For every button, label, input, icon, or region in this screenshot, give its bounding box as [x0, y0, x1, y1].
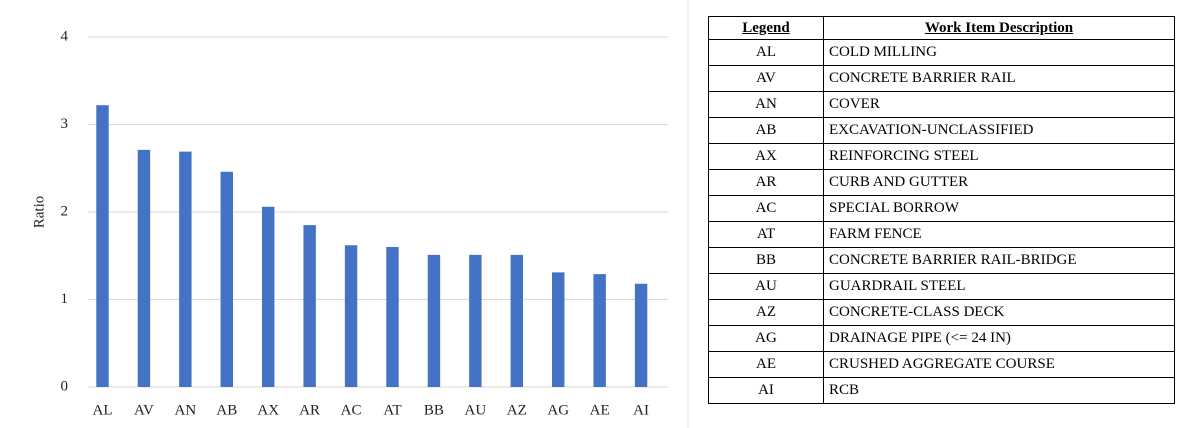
- header-cell: Work Item Description: [823, 16, 1175, 40]
- legend-code: AN: [708, 91, 824, 118]
- legend-code: AX: [708, 143, 824, 170]
- legend-code: AZ: [708, 299, 824, 326]
- y-tick-label: 1: [61, 291, 69, 307]
- table-row: AR CURB AND GUTTER: [708, 169, 1175, 196]
- bar: [552, 272, 565, 387]
- description: CONCRETE BARRIER RAIL-BRIDGE: [823, 247, 1175, 274]
- x-tick-label: AT: [383, 402, 401, 418]
- legend-code: AT: [708, 221, 824, 248]
- description: CURB AND GUTTER: [823, 169, 1175, 196]
- table-row: AG DRAINAGE PIPE (<= 24 IN): [708, 325, 1175, 352]
- legend-code: AL: [708, 39, 824, 66]
- x-tick-label: AX: [257, 402, 279, 418]
- x-tick-label: BB: [424, 402, 444, 418]
- legend-table: Legend Work Item Description AL COLD MILLIN…: [708, 16, 1175, 404]
- x-tick-label: AB: [216, 402, 237, 418]
- header-row: Legend Work Item Description: [708, 16, 1175, 40]
- legend-code: AI: [708, 377, 824, 404]
- bar: [634, 283, 648, 387]
- bar: [427, 254, 441, 387]
- bar: [96, 105, 109, 387]
- description: EXCAVATION-UNCLASSIFIED: [823, 117, 1175, 144]
- legend-code: AG: [708, 325, 824, 352]
- description: CRUSHED AGGREGATE COURSE: [823, 351, 1175, 378]
- legend-code: AR: [708, 169, 824, 196]
- description: GUARDRAIL STEEL: [823, 273, 1175, 300]
- chart: Ratio 0 1 2 3 4 AL AV AN AB AX AR AC AT BB AU AZ AG AE AI: [31, 0, 689, 428]
- description: CONCRETE-CLASS DECK: [823, 299, 1175, 326]
- x-tick-label: AE: [590, 402, 610, 418]
- table-row: AB EXCAVATION-UNCLASSIFIED: [708, 117, 1175, 144]
- x-tick-label: AV: [134, 402, 154, 418]
- legend-code: AE: [708, 351, 824, 378]
- x-tick-label: AL: [93, 402, 113, 418]
- legend-code: AC: [708, 195, 824, 222]
- description: DRAINAGE PIPE (<= 24 IN): [823, 325, 1175, 352]
- table-row: BB CONCRETE BARRIER RAIL-BRIDGE: [708, 247, 1175, 274]
- table-row: AX REINFORCING STEEL: [708, 143, 1175, 170]
- y-tick-label: 2: [61, 203, 69, 219]
- bar: [510, 254, 523, 387]
- table-row: AE CRUSHED AGGREGATE COURSE: [708, 351, 1175, 378]
- legend-code: BB: [708, 247, 824, 274]
- legend-code: AB: [708, 117, 824, 144]
- table-row: AV CONCRETE BARRIER RAIL: [708, 65, 1175, 92]
- x-tick-label: AG: [547, 402, 569, 418]
- header-cell: Legend: [708, 16, 824, 40]
- y-tick-label: 4: [61, 28, 69, 44]
- description: COVER: [823, 91, 1175, 118]
- y-tick-label: 0: [61, 378, 69, 394]
- bar: [220, 171, 233, 387]
- description: COLD MILLING: [823, 39, 1175, 66]
- table-row: AC SPECIAL BORROW: [708, 195, 1175, 222]
- x-tick-label: AZ: [507, 402, 527, 418]
- bar: [179, 151, 192, 387]
- description: FARM FENCE: [823, 221, 1175, 248]
- bar: [262, 206, 275, 387]
- table-row: AT FARM FENCE: [708, 221, 1175, 248]
- description: CONCRETE BARRIER RAIL: [823, 65, 1175, 92]
- bar: [137, 149, 151, 387]
- legend-code: AV: [708, 65, 824, 92]
- table-row: AL COLD MILLING: [708, 39, 1175, 66]
- table-row: AN COVER: [708, 91, 1175, 118]
- description: SPECIAL BORROW: [823, 195, 1175, 222]
- x-tick-label: AN: [175, 402, 197, 418]
- legend-code: AU: [708, 273, 824, 300]
- bar: [469, 254, 482, 387]
- table-row: AI RCB: [708, 377, 1175, 404]
- x-tick-label: AU: [465, 402, 487, 418]
- description: RCB: [823, 377, 1175, 404]
- bar: [386, 247, 399, 387]
- y-axis-label: Ratio: [31, 196, 47, 229]
- bar: [593, 274, 606, 387]
- x-tick-label: AI: [633, 402, 649, 418]
- x-tick-label: AC: [341, 402, 362, 418]
- table-row: AU GUARDRAIL STEEL: [708, 273, 1175, 300]
- description: REINFORCING STEEL: [823, 143, 1175, 170]
- x-tick-label: AR: [299, 402, 320, 418]
- y-tick-label: 3: [61, 116, 69, 132]
- bar: [303, 225, 316, 387]
- bar: [344, 245, 358, 387]
- table-row: AZ CONCRETE-CLASS DECK: [708, 299, 1175, 326]
